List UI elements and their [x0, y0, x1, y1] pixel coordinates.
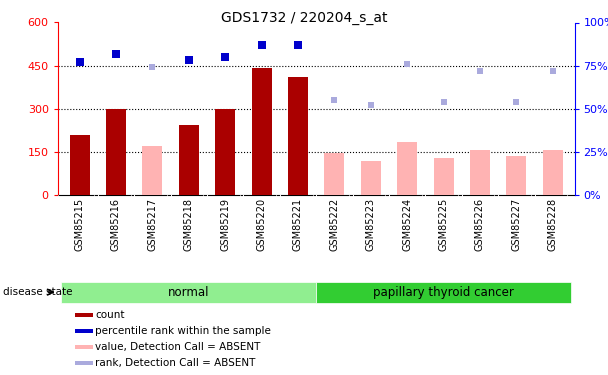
Text: GSM85219: GSM85219 — [220, 198, 230, 250]
Bar — [75, 361, 92, 365]
Bar — [75, 329, 92, 333]
Bar — [252, 69, 272, 195]
Text: GSM85216: GSM85216 — [111, 198, 121, 250]
Text: GSM85225: GSM85225 — [438, 198, 449, 251]
Bar — [316, 282, 571, 303]
Bar — [106, 109, 126, 195]
Bar — [215, 109, 235, 195]
Text: GDS1732 / 220204_s_at: GDS1732 / 220204_s_at — [221, 11, 387, 25]
Text: GSM85227: GSM85227 — [511, 198, 521, 251]
Bar — [506, 156, 527, 195]
Text: GSM85228: GSM85228 — [548, 198, 558, 251]
Bar — [470, 150, 490, 195]
Text: GSM85220: GSM85220 — [257, 198, 266, 251]
Text: papillary thyroid cancer: papillary thyroid cancer — [373, 286, 514, 298]
Text: GSM85217: GSM85217 — [147, 198, 157, 251]
Text: normal: normal — [168, 286, 210, 298]
Bar — [69, 135, 89, 195]
Bar — [397, 142, 417, 195]
Bar — [75, 313, 92, 317]
Text: rank, Detection Call = ABSENT: rank, Detection Call = ABSENT — [95, 358, 255, 368]
Text: count: count — [95, 310, 125, 320]
Text: GSM85215: GSM85215 — [75, 198, 85, 251]
Bar — [179, 124, 199, 195]
Text: GSM85223: GSM85223 — [366, 198, 376, 251]
Text: disease state: disease state — [3, 287, 72, 297]
Bar — [543, 150, 563, 195]
Bar — [142, 146, 162, 195]
Text: GSM85218: GSM85218 — [184, 198, 194, 250]
Bar — [61, 282, 316, 303]
Bar — [75, 345, 92, 349]
Text: percentile rank within the sample: percentile rank within the sample — [95, 326, 271, 336]
Bar — [288, 77, 308, 195]
Text: value, Detection Call = ABSENT: value, Detection Call = ABSENT — [95, 342, 260, 352]
Bar — [324, 153, 344, 195]
Text: GSM85224: GSM85224 — [402, 198, 412, 251]
Text: GSM85222: GSM85222 — [330, 198, 339, 251]
Bar — [434, 158, 454, 195]
Bar — [361, 160, 381, 195]
Text: GSM85226: GSM85226 — [475, 198, 485, 251]
Text: GSM85221: GSM85221 — [293, 198, 303, 251]
